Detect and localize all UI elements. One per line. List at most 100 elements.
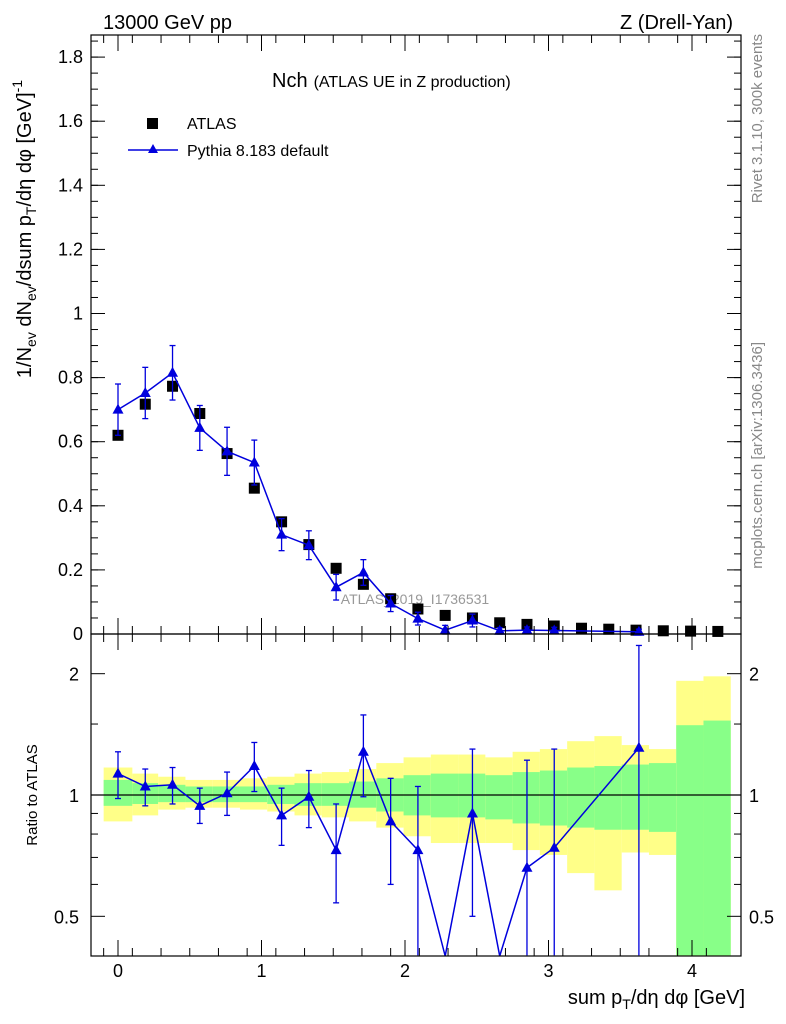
atlas-data-point xyxy=(603,623,615,635)
ratio-band-inner xyxy=(539,770,568,826)
atlas-data-point xyxy=(412,603,424,615)
ratio-band-inner xyxy=(703,720,731,956)
pythia-data-point xyxy=(412,612,424,623)
main-y-tick-label: 0.8 xyxy=(58,368,83,388)
ratio-y-tick-label: 1 xyxy=(69,786,79,806)
x-axis-label: sum pT/dη dφ [GeV] xyxy=(568,987,745,1012)
pythia-data-point xyxy=(466,614,478,625)
ratio-band-inner xyxy=(267,784,295,804)
ratio-data-point xyxy=(221,787,233,798)
plot-title: Nch (ATLAS UE in Z production) xyxy=(272,70,511,92)
mcplots-label: mcplots.cern.ch [arXiv:1306.3436] xyxy=(749,342,766,569)
atlas-data-point xyxy=(439,609,451,621)
pythia-data-point xyxy=(548,624,560,635)
atlas-data-point xyxy=(576,622,588,634)
main-y-tick-label: 1.4 xyxy=(58,175,83,195)
ratio-uncertainty-bands xyxy=(91,676,741,956)
analysis-tag: ATLAS_2019_I1736531 xyxy=(341,591,490,607)
x-tick-label: 1 xyxy=(256,961,266,981)
pythia-data-point xyxy=(385,597,397,608)
x-tick-label: 4 xyxy=(687,961,697,981)
atlas-data-point xyxy=(330,562,342,574)
main-y-label-part: /dη dφ [GeV] xyxy=(14,92,36,206)
main-y-tick-label: 0.6 xyxy=(58,432,83,452)
ratio-band-inner xyxy=(621,764,649,830)
ratio-band-inner xyxy=(594,766,622,830)
plot-title-main: Nch xyxy=(272,70,308,92)
pythia-data-point xyxy=(139,386,151,397)
ratio-band-inner xyxy=(567,767,595,828)
x-label-sub: T xyxy=(622,996,631,1012)
pythia-data-point xyxy=(494,624,506,635)
pythia-data-point xyxy=(303,539,315,550)
collision-label: 13000 GeV pp xyxy=(103,12,232,34)
ratio-data-point xyxy=(139,780,151,791)
ratio-data-point xyxy=(357,745,369,756)
main-y-label-part: /dsum p xyxy=(14,215,36,286)
ratio-band-inner xyxy=(239,786,268,803)
pythia-data-point xyxy=(330,581,342,592)
ratio-y-axis-label: Ratio to ATLAS xyxy=(24,744,41,845)
legend-mc-label: Pythia 8.183 default xyxy=(187,143,329,160)
legend: ATLAS Pythia 8.183 default xyxy=(128,116,329,160)
ratio-data-point xyxy=(194,799,206,810)
ratio-data-point xyxy=(112,767,124,778)
legend-mc-marker xyxy=(148,144,158,153)
plot-title-sub: (ATLAS UE in Z production) xyxy=(314,74,511,91)
legend-data-label: ATLAS xyxy=(187,116,237,133)
pythia-data-point xyxy=(221,445,233,456)
axes: 0 0.2 0.4 0.6 0.8 1 1.2 1.4 1.6 1.8 0 1 2 3 4 0.5 0.5 1 1 2… xyxy=(54,34,774,981)
x-label-part: sum p xyxy=(568,987,622,1009)
pythia-data-point xyxy=(633,625,645,636)
atlas-data-point xyxy=(712,625,724,637)
main-y-label-sub: ev xyxy=(23,332,39,347)
main-y-label-sub: ev xyxy=(23,286,39,301)
main-y-label-sub: T xyxy=(23,206,39,215)
rivet-version-label: Rivet 3.1.10, 300k events xyxy=(749,34,766,203)
pythia-data-point xyxy=(194,421,206,432)
pythia-data-point xyxy=(521,624,533,635)
atlas-data-point xyxy=(657,625,669,637)
ratio-panel-marks xyxy=(112,644,645,957)
atlas-data-point xyxy=(494,617,506,629)
x-tick-label: 0 xyxy=(113,961,123,981)
main-y-tick-label: 1.8 xyxy=(58,47,83,67)
main-y-tick-label: 0 xyxy=(73,624,83,644)
pythia-series-line xyxy=(117,371,639,633)
main-y-tick-label: 0.2 xyxy=(58,560,83,580)
main-y-tick-label: 0.4 xyxy=(58,496,83,516)
pythia-data-point xyxy=(248,456,260,467)
main-y-label-part: dN xyxy=(14,301,36,332)
ratio-band-inner xyxy=(485,775,513,820)
ratio-data-point xyxy=(276,809,288,820)
pythia-data-point xyxy=(357,566,369,577)
ratio-y-tick-label: 2 xyxy=(69,665,79,685)
atlas-data-point xyxy=(630,624,642,636)
pythia-data-point xyxy=(112,403,124,414)
atlas-data-point xyxy=(248,482,260,494)
legend-data-marker xyxy=(147,118,158,129)
ratio-data-point xyxy=(548,841,560,852)
main-y-axis-label: 1/Nev dNev/dsum pT/dη dφ [GeV]-1 xyxy=(9,80,39,378)
process-label: Z (Drell-Yan) xyxy=(620,12,733,34)
ratio-data-point xyxy=(248,760,260,771)
ratio-y-tick-label-right: 1 xyxy=(749,786,759,806)
ratio-band-inner xyxy=(648,763,677,832)
ratio-series-line xyxy=(117,747,640,957)
main-y-tick-label: 1.6 xyxy=(58,111,83,131)
ratio-data-point xyxy=(330,844,342,855)
ratio-y-tick-label-right: 2 xyxy=(749,665,759,685)
x-label-part: /dη dφ [GeV] xyxy=(631,987,745,1009)
ratio-band-inner xyxy=(676,725,704,956)
ratio-y-tick-label: 0.5 xyxy=(54,907,79,927)
ratio-data-point xyxy=(167,778,179,789)
atlas-data-point xyxy=(685,625,697,637)
x-tick-label: 2 xyxy=(400,961,410,981)
main-panel-marks xyxy=(112,344,724,637)
ratio-data-point xyxy=(466,807,478,818)
ratio-data-point xyxy=(412,844,424,855)
ratio-band-inner xyxy=(512,772,540,824)
ratio-band-inner xyxy=(185,786,213,803)
main-y-tick-label: 1.2 xyxy=(58,239,83,259)
